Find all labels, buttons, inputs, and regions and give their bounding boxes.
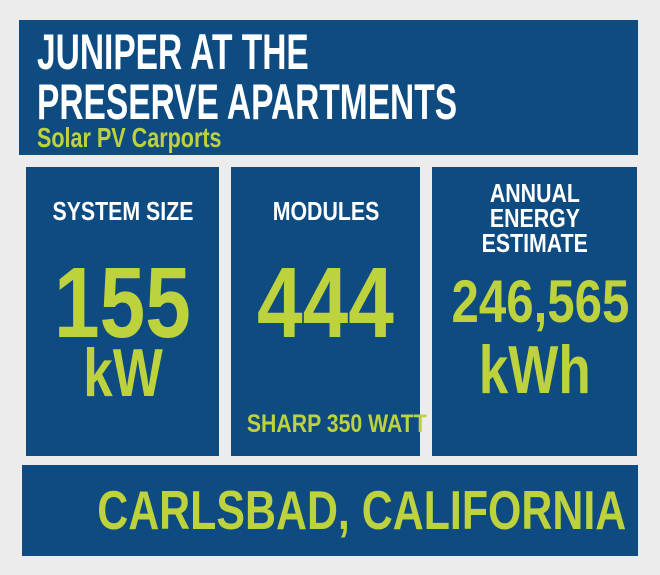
subtitle: Solar PV Carports [37, 122, 222, 153]
stat-label-line-3: ESTIMATE [481, 228, 588, 258]
location-text: CARLSBAD, CALIFORNIA [96, 479, 626, 541]
location-bar: CARLSBAD, CALIFORNIA [22, 465, 638, 556]
stat-card-annual-energy: ANNUAL ENERGY ESTIMATE 246,565 kWh [432, 167, 637, 456]
stat-footnote: SHARP 350 WATT [246, 410, 427, 438]
header-panel: JUNIPER AT THE PRESERVE APARTMENTS Solar… [19, 20, 638, 155]
title-line-2: PRESERVE APARTMENTS [37, 74, 458, 130]
title-line-1: JUNIPER AT THE [37, 24, 309, 80]
stats-row: SYSTEM SIZE 155 kW MODULES 444 SHARP 350… [26, 167, 637, 456]
stat-label-line-2: ENERGY [489, 203, 580, 233]
page-title: JUNIPER AT THE PRESERVE APARTMENTS [37, 27, 660, 127]
stat-label: ANNUAL ENERGY ESTIMATE [432, 178, 637, 258]
stat-value: 444 [257, 247, 394, 359]
stat-label: MODULES [231, 196, 420, 226]
stat-unit: kWh [478, 332, 591, 408]
stat-card-modules: MODULES 444 SHARP 350 WATT [231, 167, 427, 456]
stat-value: 155 [54, 247, 191, 359]
stat-card-system-size: SYSTEM SIZE 155 kW [26, 167, 219, 456]
stat-label: SYSTEM SIZE [26, 196, 219, 226]
stat-value: 246,565 [451, 268, 630, 335]
stat-unit: kW [82, 335, 163, 411]
stat-label-text: SYSTEM SIZE [52, 196, 193, 226]
stat-label-line-1: ANNUAL [489, 178, 580, 208]
stat-label-text: MODULES [272, 196, 379, 226]
